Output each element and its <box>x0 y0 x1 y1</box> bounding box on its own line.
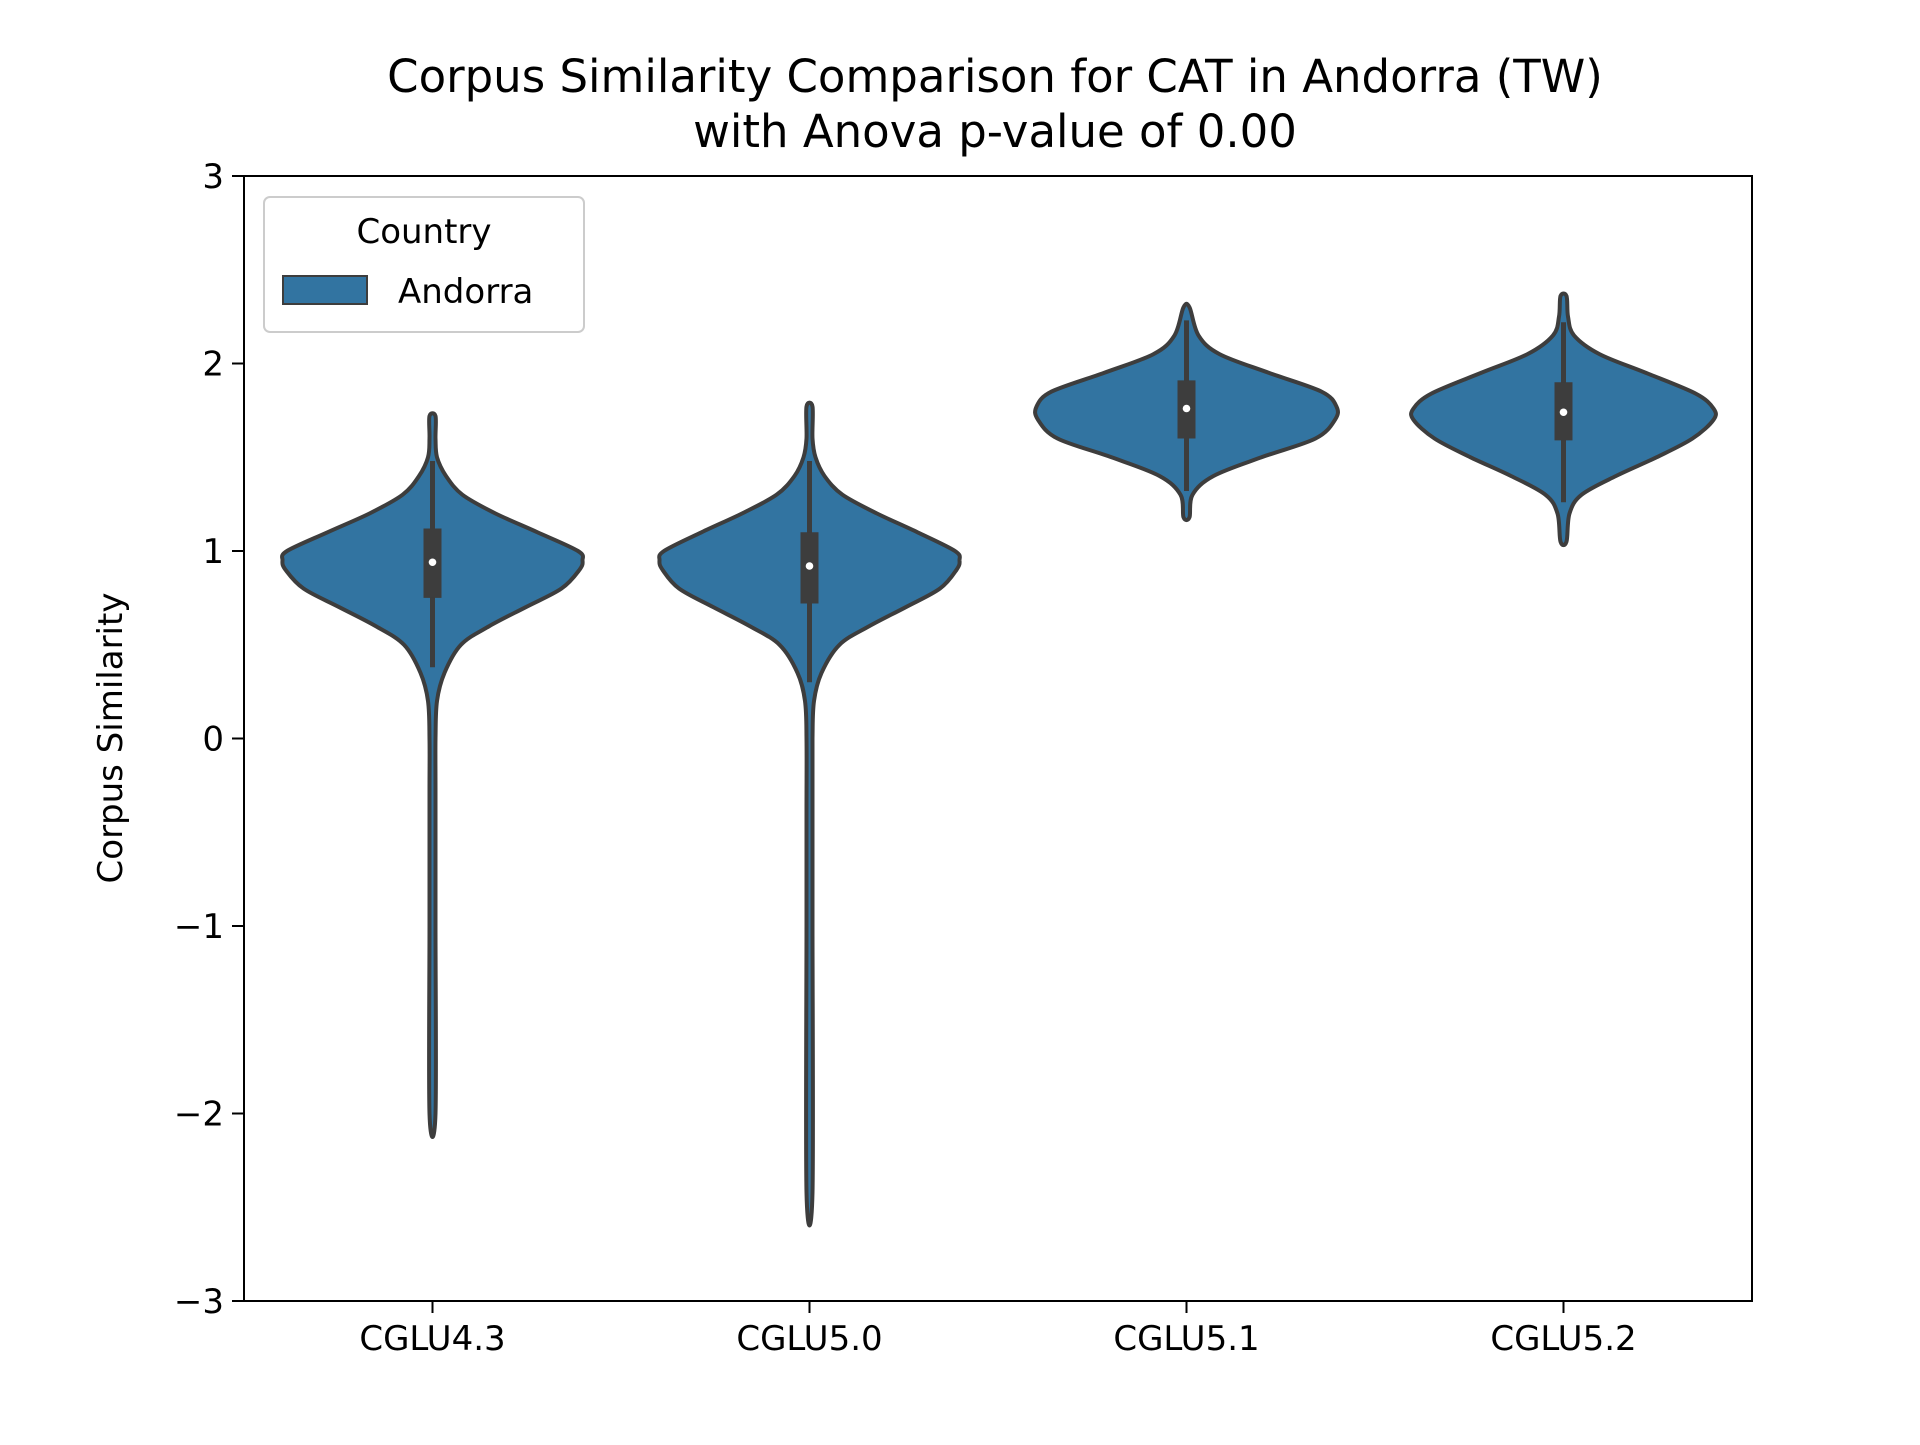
axis-ticks: −3 −2 −1 0 1 2 3 CGLU4.3 CGLU5.0 CGLU5.1 CGLU5.2 <box>174 157 1637 1359</box>
y-tick-label: 2 <box>202 345 224 385</box>
x-tick-label: CGLU5.2 <box>1490 1319 1636 1359</box>
y-axis-label: Corpus Similarity <box>91 593 131 884</box>
y-tick-label: −3 <box>174 1282 224 1322</box>
violin-median-point <box>1559 408 1568 417</box>
violin-body <box>657 400 962 1228</box>
x-tick-label: CGLU5.1 <box>1113 1319 1259 1359</box>
y-tick-label: 0 <box>202 720 224 760</box>
violin-cglu5-2 <box>1409 291 1718 548</box>
y-tick-label: −2 <box>174 1095 224 1135</box>
chart-title-line-2: with Anova p-value of 0.00 <box>693 105 1297 158</box>
y-tick-label: 1 <box>202 532 224 572</box>
violin-body <box>280 411 585 1139</box>
y-tick-label: 3 <box>202 157 224 197</box>
chart-title-line-1: Corpus Similarity Comparison for CAT in … <box>387 50 1603 103</box>
y-tick-label: −1 <box>174 907 224 947</box>
plot-frame <box>243 175 1753 1302</box>
legend-swatch-andorra <box>282 275 368 305</box>
legend-title: Country <box>356 212 491 252</box>
legend-label-andorra: Andorra <box>398 272 533 312</box>
violin-median-point <box>428 558 437 567</box>
violin-median-point <box>805 562 814 570</box>
violin-cglu5-0 <box>657 400 962 1228</box>
violin-cglu5-1 <box>1033 301 1340 523</box>
violin-cglu4-3 <box>280 411 585 1139</box>
violins-layer <box>280 291 1718 1228</box>
x-tick-label: CGLU5.0 <box>736 1319 882 1359</box>
x-tick-label: CGLU4.3 <box>359 1319 505 1359</box>
violin-median-point <box>1182 404 1191 413</box>
legend: Country Andorra <box>263 196 585 333</box>
